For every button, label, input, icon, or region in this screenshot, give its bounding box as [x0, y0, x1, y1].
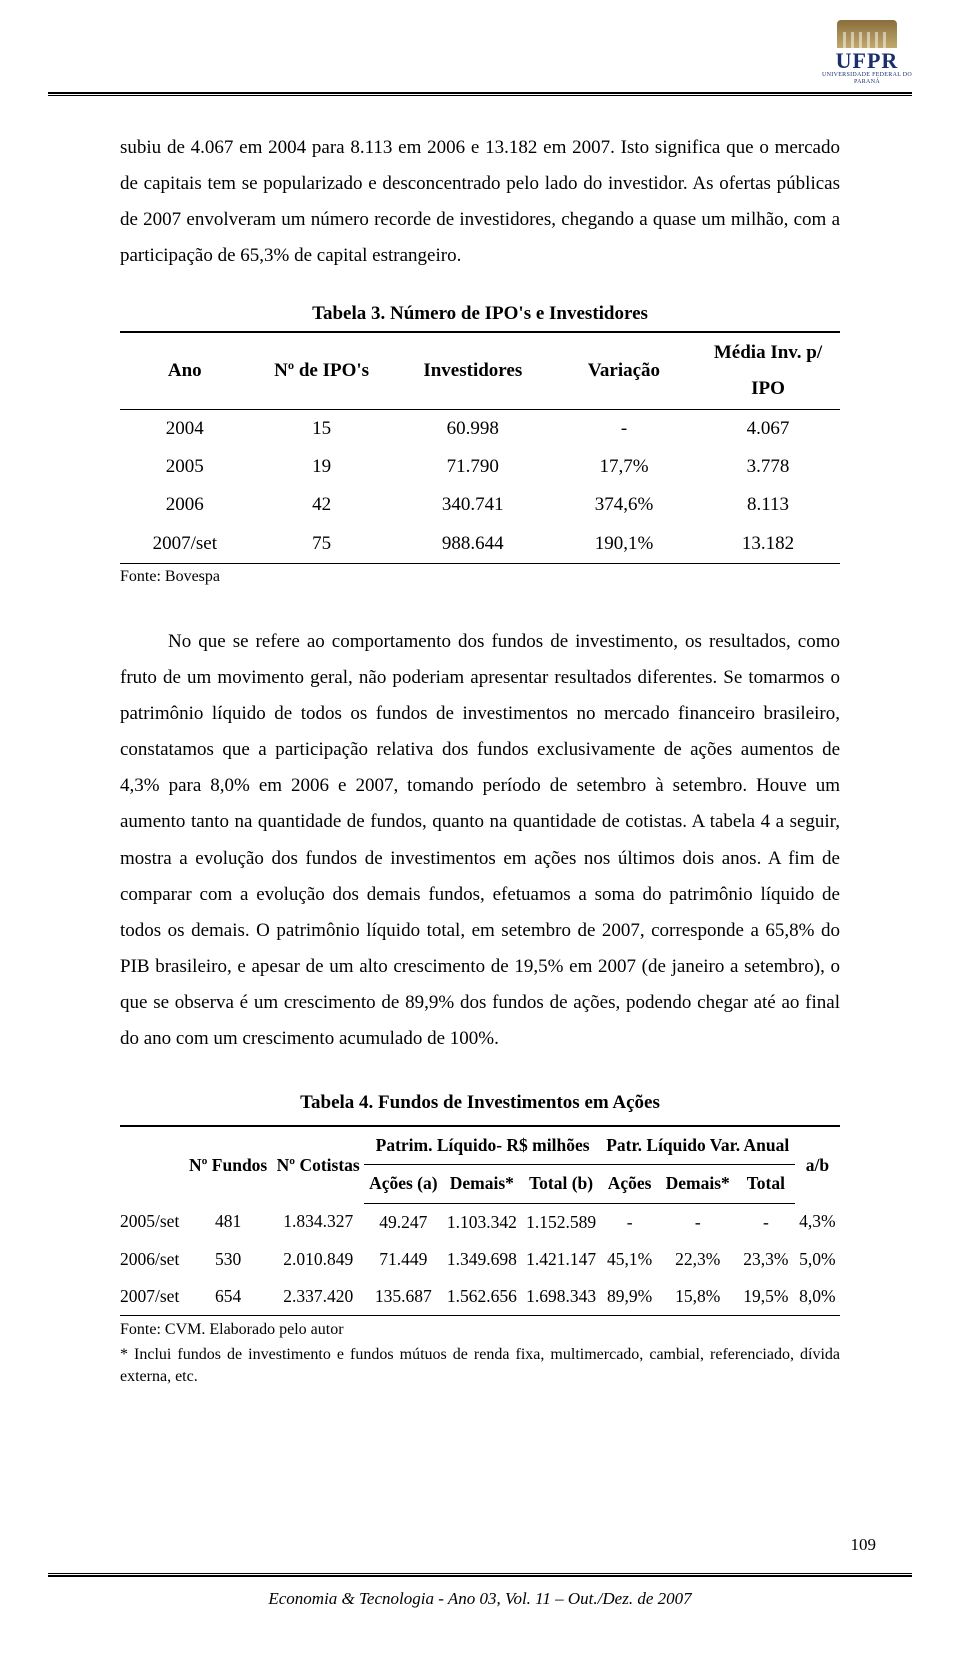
t4-cell: 22,3% [659, 1241, 737, 1278]
t4-cell: 45,1% [601, 1241, 659, 1278]
t3-cell: 2007/set [120, 525, 250, 564]
t3-cell: 2004 [120, 410, 250, 449]
t4-cell: 1.562.656 [442, 1278, 521, 1316]
t3-cell: 4.067 [696, 410, 840, 449]
t4-h-acoes: Ações [601, 1165, 659, 1203]
t4-cell: 5,0% [795, 1241, 840, 1278]
t3-cell: 19 [250, 448, 394, 486]
t4-cell: 135.687 [364, 1278, 442, 1316]
t4-cell: 1.421.147 [521, 1241, 600, 1278]
t3-cell: 3.778 [696, 448, 840, 486]
t3-cell: 42 [250, 486, 394, 524]
t3-h-nipo: Nº de IPO's [250, 332, 394, 410]
t4-h-acoes-a: Ações (a) [364, 1165, 442, 1203]
ufpr-logo: UFPR UNIVERSIDADE FEDERAL DO PARANÁ [822, 20, 912, 84]
table-row: 2005 19 71.790 17,7% 3.778 [120, 448, 840, 486]
t4-cell: 654 [184, 1278, 272, 1316]
table-row: 2007/set 654 2.337.420 135.687 1.562.656… [120, 1278, 840, 1316]
t4-cell: 15,8% [659, 1278, 737, 1316]
t4-cell: 23,3% [737, 1241, 795, 1278]
t4-h-patrim-group: Patrim. Líquido- R$ milhões [364, 1126, 600, 1165]
t4-cell: - [737, 1203, 795, 1241]
t3-cell: - [552, 410, 696, 449]
t4-cell: 1.152.589 [521, 1203, 600, 1241]
table-row: 2005/set 481 1.834.327 49.247 1.103.342 … [120, 1203, 840, 1241]
t3-h-inv: Investidores [394, 332, 552, 410]
t4-h-nfundos: Nº Fundos [184, 1126, 272, 1203]
t3-cell: 8.113 [696, 486, 840, 524]
t4-h-demais2: Demais* [659, 1165, 737, 1203]
t4-cell: 2005/set [120, 1203, 184, 1241]
logo-building-icon [837, 20, 897, 48]
t4-h-total-b: Total (b) [521, 1165, 600, 1203]
t3-cell: 2005 [120, 448, 250, 486]
page-content: subiu de 4.067 em 2004 para 8.113 em 200… [120, 130, 840, 1393]
t4-cell: 4,3% [795, 1203, 840, 1241]
header-rule [48, 92, 912, 96]
t4-cell: 49.247 [364, 1203, 442, 1241]
table-row: 2006 42 340.741 374,6% 8.113 [120, 486, 840, 524]
t4-cell: 2007/set [120, 1278, 184, 1316]
t3-h-med: Média Inv. p/ IPO [696, 332, 840, 410]
t4-h-ab: a/b [795, 1126, 840, 1203]
t3-cell: 71.790 [394, 448, 552, 486]
t3-cell: 2006 [120, 486, 250, 524]
page-number: 109 [851, 1535, 877, 1555]
logo-subtitle: UNIVERSIDADE FEDERAL DO PARANÁ [822, 72, 912, 85]
table3: Ano Nº de IPO's Investidores Variação Mé… [120, 331, 840, 564]
t3-cell: 988.644 [394, 525, 552, 564]
table-row: 2007/set 75 988.644 190,1% 13.182 [120, 525, 840, 564]
table3-source: Fonte: Bovespa [120, 566, 840, 588]
t4-cell: 2006/set [120, 1241, 184, 1278]
table4-wrap: Tabela 4. Fundos de Investimentos em Açõ… [120, 1085, 840, 1387]
logo-acronym: UFPR [822, 50, 912, 72]
t3-cell: 60.998 [394, 410, 552, 449]
paragraph-intro: subiu de 4.067 em 2004 para 8.113 em 200… [120, 130, 840, 274]
table-row: 2004 15 60.998 - 4.067 [120, 410, 840, 449]
t4-h-total: Total [737, 1165, 795, 1203]
t4-cell: 1.834.327 [272, 1203, 365, 1241]
t4-h-empty [120, 1126, 184, 1203]
t4-cell: 2.337.420 [272, 1278, 365, 1316]
footer-text: Economia & Tecnologia - Ano 03, Vol. 11 … [0, 1589, 960, 1609]
t4-cell: 1.698.343 [521, 1278, 600, 1316]
t3-cell: 17,7% [552, 448, 696, 486]
table4-source: Fonte: CVM. Elaborado pelo autor [120, 1319, 840, 1341]
t3-h-var: Variação [552, 332, 696, 410]
t4-cell: 71.449 [364, 1241, 442, 1278]
t4-cell: 89,9% [601, 1278, 659, 1316]
t4-cell: 2.010.849 [272, 1241, 365, 1278]
t3-cell: 340.741 [394, 486, 552, 524]
t4-cell: 8,0% [795, 1278, 840, 1316]
t4-cell: 19,5% [737, 1278, 795, 1316]
t3-h-ano: Ano [120, 332, 250, 410]
t4-h-demais: Demais* [442, 1165, 521, 1203]
t4-cell: 530 [184, 1241, 272, 1278]
table4-note: * Inclui fundos de investimento e fundos… [120, 1344, 840, 1387]
t4-cell: 481 [184, 1203, 272, 1241]
t3-cell: 15 [250, 410, 394, 449]
t4-cell: - [659, 1203, 737, 1241]
t4-cell: 1.349.698 [442, 1241, 521, 1278]
t3-cell: 374,6% [552, 486, 696, 524]
t3-cell: 75 [250, 525, 394, 564]
t4-cell: 1.103.342 [442, 1203, 521, 1241]
table4-title: Tabela 4. Fundos de Investimentos em Açõ… [120, 1085, 840, 1121]
t3-cell: 13.182 [696, 525, 840, 564]
table4: Nº Fundos Nº Cotistas Patrim. Líquido- R… [120, 1125, 840, 1316]
paragraph-main: No que se refere ao comportamento dos fu… [120, 624, 840, 1057]
t4-h-ncotistas: Nº Cotistas [272, 1126, 365, 1203]
footer-rule [48, 1573, 912, 1577]
t4-cell: - [601, 1203, 659, 1241]
table3-wrap: Tabela 3. Número de IPO's e Investidores… [120, 302, 840, 588]
table-row: 2006/set 530 2.010.849 71.449 1.349.698 … [120, 1241, 840, 1278]
table3-title: Tabela 3. Número de IPO's e Investidores [120, 302, 840, 327]
t3-cell: 190,1% [552, 525, 696, 564]
t4-h-patr-group: Patr. Líquido Var. Anual [601, 1126, 795, 1165]
